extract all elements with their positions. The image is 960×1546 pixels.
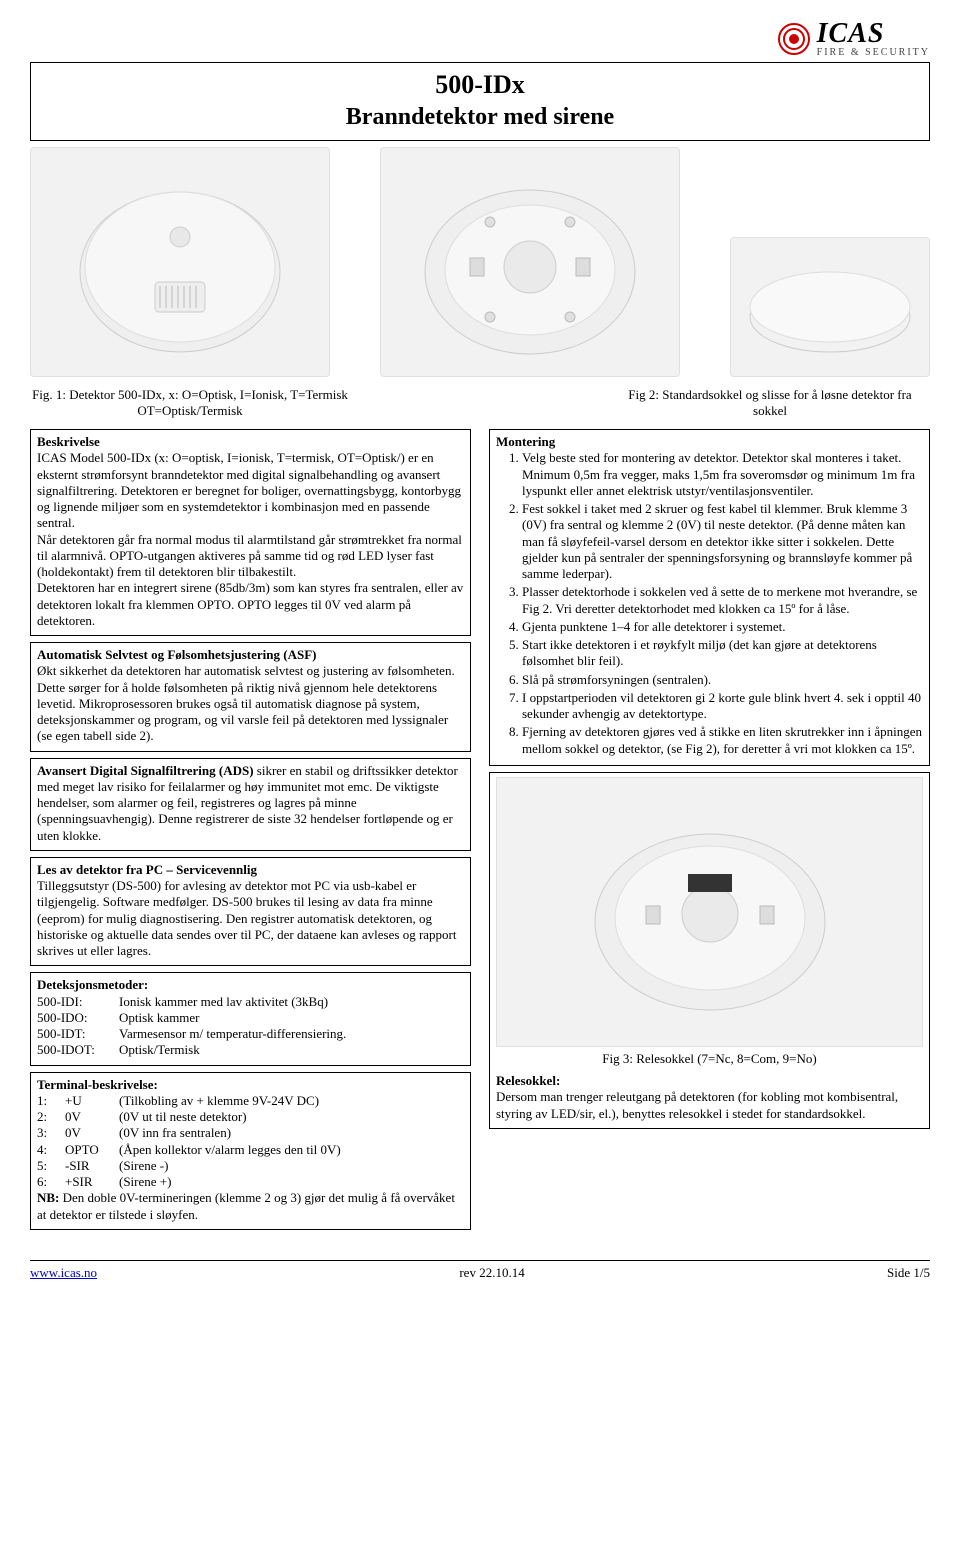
- term-row: 3: 0V (0V inn fra sentralen): [37, 1125, 464, 1141]
- asf-box: Automatisk Selvtest og Følsomhetsjusteri…: [30, 642, 471, 752]
- beskrivelse-p3: Detektoren har en integrert sirene (85db…: [37, 580, 464, 629]
- detmet-head: Deteksjonsmetoder:: [37, 977, 464, 993]
- term-sym: 0V: [65, 1125, 111, 1141]
- detmet-key: 500-IDI:: [37, 994, 111, 1010]
- beskrivelse-p1: ICAS Model 500-IDx (x: O=optisk, I=ionis…: [37, 450, 464, 531]
- asf-body: Økt sikkerhet da detektoren har automati…: [37, 663, 464, 744]
- deteksjon-box: Deteksjonsmetoder: 500-IDI: Ionisk kammer…: [30, 972, 471, 1065]
- term-nb-head: NB:: [37, 1190, 63, 1205]
- fig2-caption: Fig 2: Standardsokkel og slisse for å lø…: [610, 387, 930, 420]
- term-num: 5:: [37, 1158, 57, 1174]
- detmet-row: 500-IDO: Optisk kammer: [37, 1010, 464, 1026]
- terminal-box: Terminal-beskrivelse: 1: +U (Tilkobling av…: [30, 1072, 471, 1230]
- term-sym: 0V: [65, 1109, 111, 1125]
- term-row: 5: -SIR (Sirene -): [37, 1158, 464, 1174]
- montering-item: Velg beste sted for montering av detekto…: [522, 450, 923, 499]
- term-num: 6:: [37, 1174, 57, 1190]
- montering-item: Start ikke detektoren i et røykfylt milj…: [522, 637, 923, 670]
- logo-subtitle: FIRE & SECURITY: [817, 48, 930, 58]
- relesokkel-box: Fig 3: Relesokkel (7=Nc, 8=Com, 9=No) Re…: [489, 772, 930, 1129]
- header-logo-row: ICAS FIRE & SECURITY: [30, 20, 930, 58]
- rel-body: Dersom man trenger releutgang på detekto…: [496, 1089, 923, 1122]
- logo-mark-icon: [777, 22, 811, 56]
- title-box: 500-IDx Branndetektor med sirene: [30, 62, 930, 141]
- montering-item: I oppstartperioden vil detektoren gi 2 k…: [522, 690, 923, 723]
- term-num: 3:: [37, 1125, 57, 1141]
- montering-item: Fjerning av detektoren gjøres ved å stik…: [522, 724, 923, 757]
- beskrivelse-p2: Når detektoren går fra normal modus til …: [37, 532, 464, 581]
- footer: www.icas.no rev 22.10.14 Side 1/5: [30, 1260, 930, 1281]
- term-sym: +SIR: [65, 1174, 111, 1190]
- ads-head: Avansert Digital Signalfiltrering (ADS): [37, 763, 257, 778]
- term-num: 2:: [37, 1109, 57, 1125]
- pc-body: Tilleggsutstyr (DS-500) for avlesing av …: [37, 878, 464, 959]
- term-row: 2: 0V (0V ut til neste detektor): [37, 1109, 464, 1125]
- montering-box: Montering Velg beste sted for montering …: [489, 429, 930, 766]
- pc-head: Les av detektor fra PC – Servicevennlig: [37, 862, 464, 878]
- detmet-val: Varmesensor m/ temperatur-differensierin…: [119, 1026, 346, 1042]
- pc-box: Les av detektor fra PC – Servicevennlig …: [30, 857, 471, 967]
- figure-row: [30, 147, 930, 377]
- footer-rev: rev 22.10.14: [459, 1265, 524, 1281]
- detmet-row: 500-IDOT: Optisk/Termisk: [37, 1042, 464, 1058]
- term-num: 1:: [37, 1093, 57, 1109]
- term-val: (0V ut til neste detektor): [119, 1109, 247, 1125]
- detmet-key: 500-IDOT:: [37, 1042, 111, 1058]
- term-sym: OPTO: [65, 1142, 111, 1158]
- montering-item: Fest sokkel i taket med 2 skruer og fest…: [522, 501, 923, 582]
- beskrivelse-head: Beskrivelse: [37, 434, 464, 450]
- term-val: (Tilkobling av + klemme 9V-24V DC): [119, 1093, 319, 1109]
- fig1-caption: Fig. 1: Detektor 500-IDx, x: O=Optisk, I…: [30, 387, 350, 420]
- ads-box: Avansert Digital Signalfiltrering (ADS) …: [30, 758, 471, 851]
- detmet-row: 500-IDI: Ionisk kammer med lav aktivitet …: [37, 994, 464, 1010]
- term-val: (Sirene -): [119, 1158, 168, 1174]
- figure-captions: Fig. 1: Detektor 500-IDx, x: O=Optisk, I…: [30, 383, 930, 420]
- term-nb: Den doble 0V-termineringen (klemme 2 og …: [37, 1190, 455, 1221]
- logo-brand: ICAS: [817, 20, 930, 48]
- footer-url[interactable]: www.icas.no: [30, 1265, 97, 1281]
- fig1-image: [30, 147, 330, 377]
- fig3-image: [496, 777, 923, 1047]
- fig3-caption: Fig 3: Relesokkel (7=Nc, 8=Com, 9=No): [496, 1051, 923, 1067]
- detmet-val: Ionisk kammer med lav aktivitet (3kBq): [119, 994, 328, 1010]
- detmet-key: 500-IDT:: [37, 1026, 111, 1042]
- term-row: 4: OPTO (Åpen kollektor v/alarm legges den…: [37, 1142, 464, 1158]
- montering-item: Gjenta punktene 1–4 for alle detektorer …: [522, 619, 923, 635]
- detmet-val: Optisk kammer: [119, 1010, 200, 1026]
- logo: ICAS FIRE & SECURITY: [777, 20, 930, 58]
- term-sym: +U: [65, 1093, 111, 1109]
- term-row: 1: +U (Tilkobling av + klemme 9V-24V DC): [37, 1093, 464, 1109]
- title-line2: Branndetektor med sirene: [31, 102, 929, 132]
- rel-head: Relesokkel:: [496, 1073, 923, 1089]
- term-val: (Sirene +): [119, 1174, 171, 1190]
- term-row: 6: +SIR (Sirene +): [37, 1174, 464, 1190]
- detmet-val: Optisk/Termisk: [119, 1042, 200, 1058]
- beskrivelse-box: Beskrivelse ICAS Model 500-IDx (x: O=opt…: [30, 429, 471, 636]
- fig2-image-main: [380, 147, 680, 377]
- fig2-image-side: [730, 237, 930, 377]
- montering-head: Montering: [496, 434, 923, 450]
- term-num: 4:: [37, 1142, 57, 1158]
- term-sym: -SIR: [65, 1158, 111, 1174]
- montering-item: Slå på strømforsyningen (sentralen).: [522, 672, 923, 688]
- title-line1: 500-IDx: [31, 69, 929, 102]
- montering-item: Plasser detektorhode i sokkelen ved å se…: [522, 584, 923, 617]
- detmet-key: 500-IDO:: [37, 1010, 111, 1026]
- term-head: Terminal-beskrivelse:: [37, 1077, 464, 1093]
- detmet-row: 500-IDT: Varmesensor m/ temperatur-differ…: [37, 1026, 464, 1042]
- term-val: (0V inn fra sentralen): [119, 1125, 231, 1141]
- asf-head: Automatisk Selvtest og Følsomhetsjusteri…: [37, 647, 316, 662]
- term-val: (Åpen kollektor v/alarm legges den til 0…: [119, 1142, 341, 1158]
- footer-page: Side 1/5: [887, 1265, 930, 1281]
